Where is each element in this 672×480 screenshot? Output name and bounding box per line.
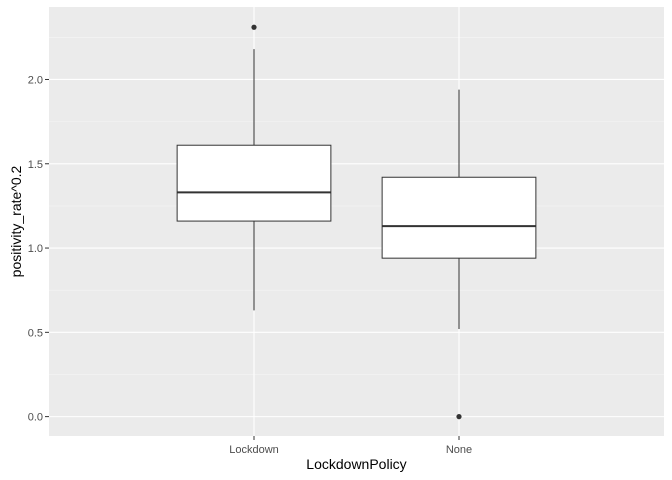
box-iqr (381, 176, 537, 259)
y-tick-label: 0.0 (28, 412, 43, 424)
y-tick-label: 2.0 (28, 74, 43, 86)
y-axis-title: positivity_rate^0.2 (8, 165, 24, 277)
box-none (381, 89, 537, 420)
y-tick-label: 1.5 (28, 159, 43, 171)
box-lockdown (176, 24, 332, 311)
x-axis-title: LockdownPolicy (306, 456, 406, 472)
box-series (176, 24, 537, 420)
x-tick-label: None (446, 444, 472, 456)
x-tick-label: Lockdown (229, 444, 279, 456)
y-tick-label: 0.5 (28, 327, 43, 339)
box-iqr (176, 144, 332, 222)
y-tick-label: 1.0 (28, 243, 43, 255)
plot-panel (49, 7, 664, 436)
outlier-point (456, 414, 462, 420)
x-axis: Lockdown None (229, 436, 472, 456)
y-axis: 0.0 0.5 1.0 1.5 2.0 (28, 74, 49, 424)
outlier-point (251, 24, 257, 30)
minor-gridlines (49, 37, 664, 375)
